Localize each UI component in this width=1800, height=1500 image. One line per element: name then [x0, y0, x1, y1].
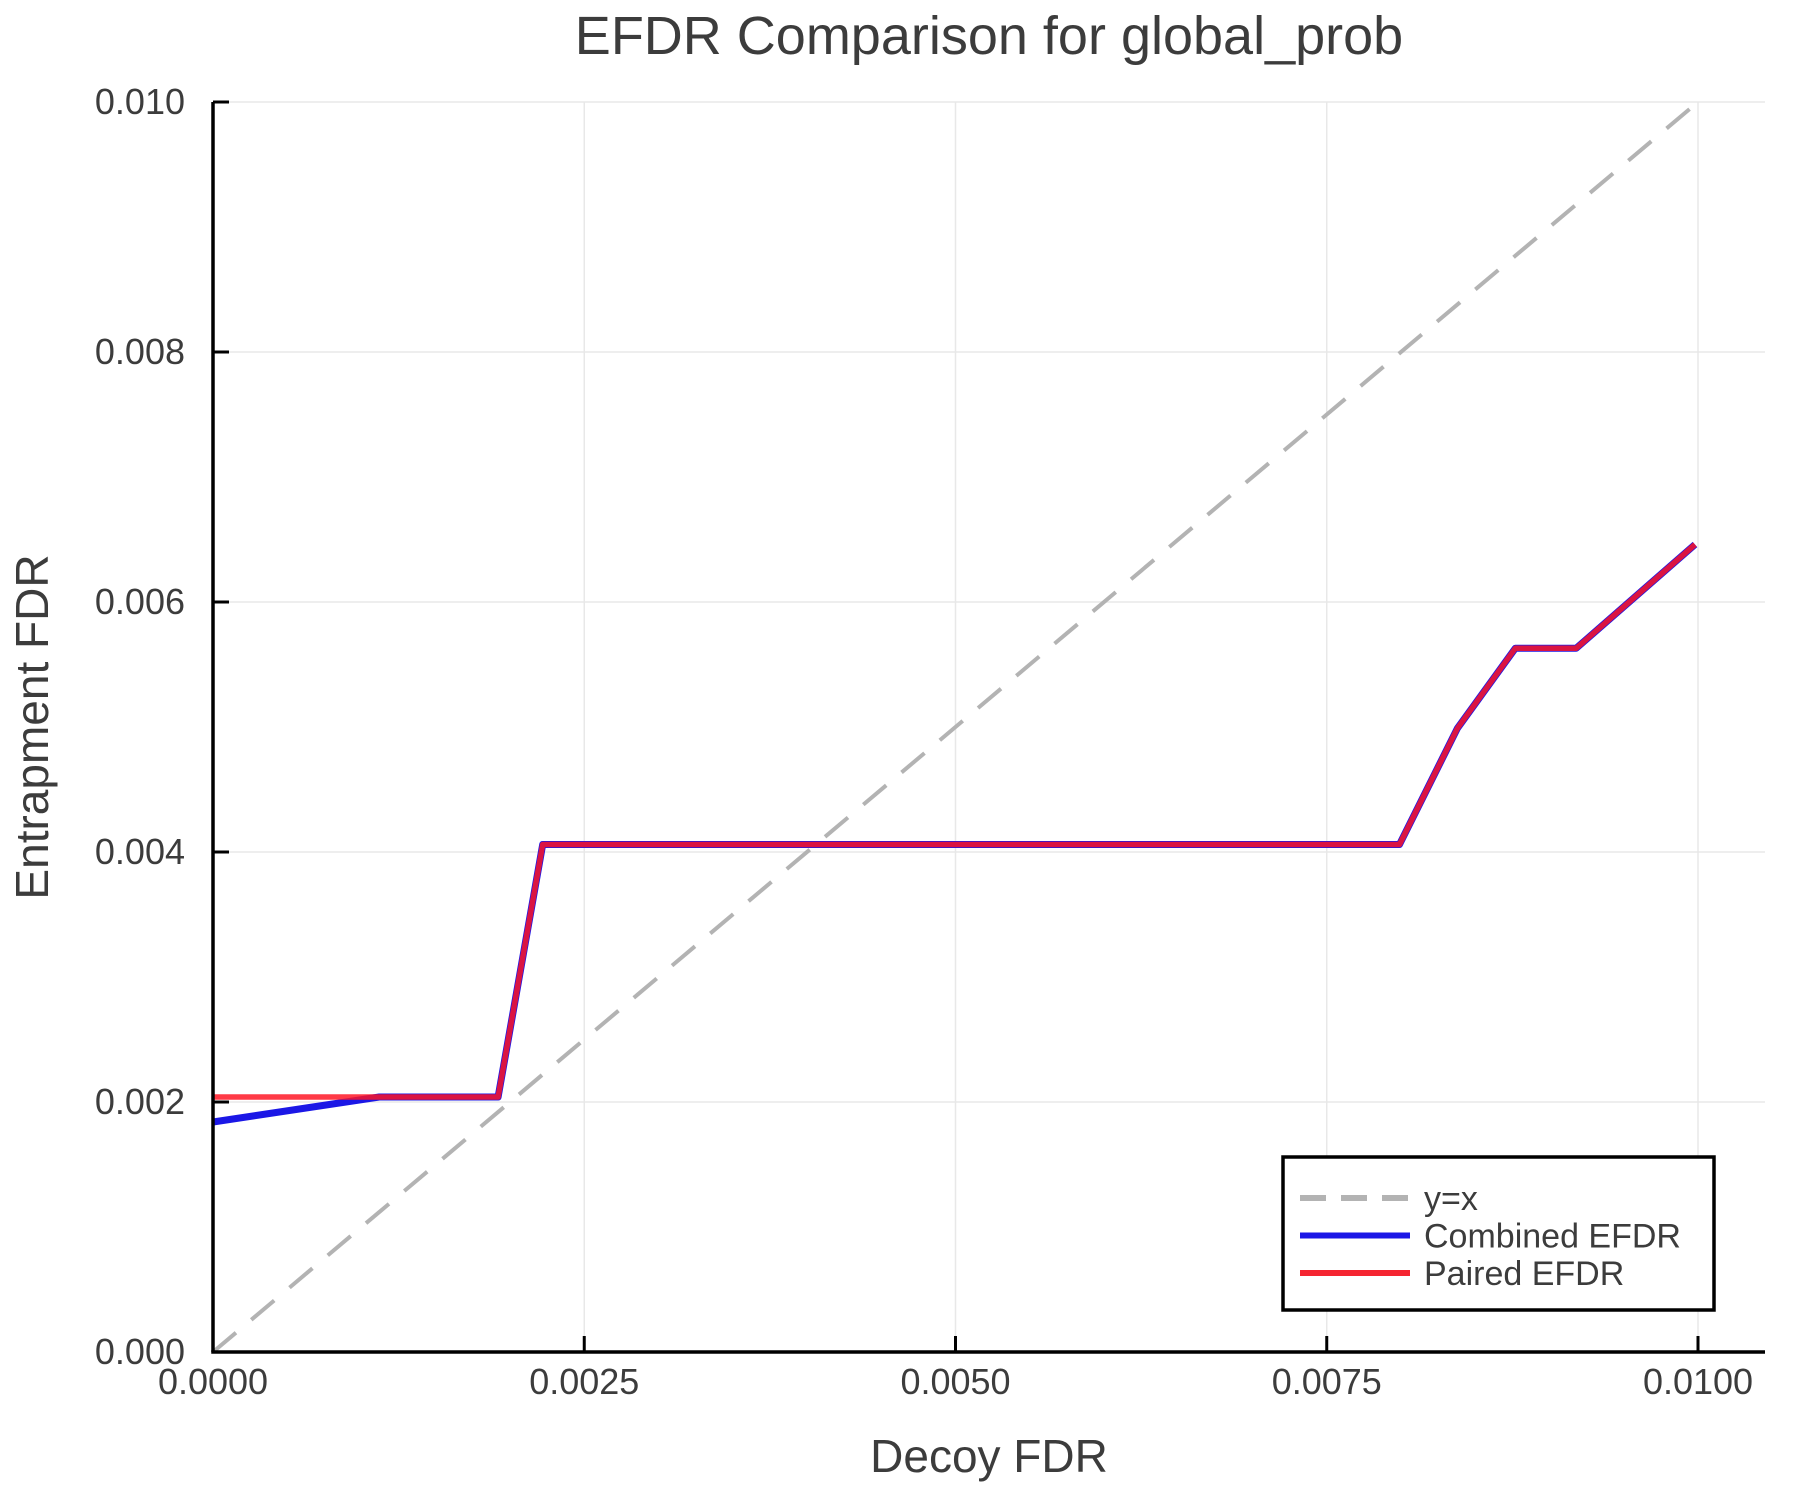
x-axis-label: Decoy FDR: [870, 1430, 1108, 1482]
x-tick-label-2: 0.0050: [900, 1361, 1010, 1402]
x-tick-label-0: 0.0000: [158, 1361, 268, 1402]
x-tick-label-4: 0.0100: [1643, 1361, 1753, 1402]
series-line-paired-efdr: [213, 542, 1697, 1100]
legend-label-0: y=x: [1424, 1180, 1478, 1218]
y-axis-label: Entrapment FDR: [6, 554, 58, 899]
y-tick-label-1: 0.002: [95, 1081, 185, 1122]
legend-label-1: Combined EFDR: [1424, 1218, 1681, 1256]
series-line-combined-efdr: [212, 541, 1698, 1126]
y-tick-label-4: 0.008: [95, 331, 185, 372]
x-tick-label-3: 0.0075: [1272, 1361, 1382, 1402]
y-tick-label-0: 0.000: [95, 1331, 185, 1372]
x-tick-label-1: 0.0025: [529, 1361, 639, 1402]
chart-title: EFDR Comparison for global_prob: [575, 6, 1403, 66]
y-tick-label-2: 0.004: [95, 831, 185, 872]
y-tick-label-5: 0.010: [95, 81, 185, 122]
series-line-y-x: [211, 100, 1700, 1354]
y-tick-label-3: 0.006: [95, 581, 185, 622]
legend-label-2: Paired EFDR: [1424, 1255, 1624, 1293]
